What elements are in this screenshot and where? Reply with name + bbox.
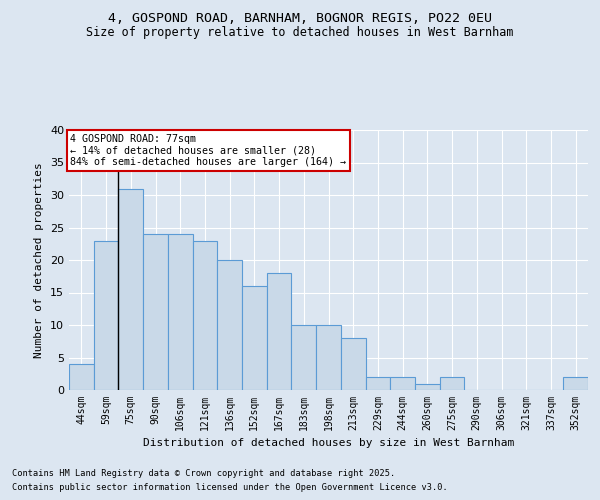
Bar: [365, 377, 390, 390]
Text: Contains HM Land Registry data © Crown copyright and database right 2025.: Contains HM Land Registry data © Crown c…: [12, 468, 395, 477]
Bar: [292, 325, 316, 390]
Y-axis label: Number of detached properties: Number of detached properties: [34, 162, 44, 358]
Bar: [217, 260, 242, 390]
Text: 4 GOSPOND ROAD: 77sqm
← 14% of detached houses are smaller (28)
84% of semi-deta: 4 GOSPOND ROAD: 77sqm ← 14% of detached …: [70, 134, 346, 167]
Bar: [415, 384, 440, 390]
Bar: [390, 377, 415, 390]
Text: 4, GOSPOND ROAD, BARNHAM, BOGNOR REGIS, PO22 0EU: 4, GOSPOND ROAD, BARNHAM, BOGNOR REGIS, …: [108, 12, 492, 26]
Bar: [341, 338, 365, 390]
Bar: [267, 273, 292, 390]
Text: Contains public sector information licensed under the Open Government Licence v3: Contains public sector information licen…: [12, 484, 448, 492]
Bar: [563, 377, 588, 390]
Bar: [440, 377, 464, 390]
Bar: [193, 240, 217, 390]
Bar: [94, 240, 118, 390]
Bar: [242, 286, 267, 390]
X-axis label: Distribution of detached houses by size in West Barnham: Distribution of detached houses by size …: [143, 438, 514, 448]
Bar: [69, 364, 94, 390]
Bar: [316, 325, 341, 390]
Text: Size of property relative to detached houses in West Barnham: Size of property relative to detached ho…: [86, 26, 514, 39]
Bar: [118, 188, 143, 390]
Bar: [143, 234, 168, 390]
Bar: [168, 234, 193, 390]
